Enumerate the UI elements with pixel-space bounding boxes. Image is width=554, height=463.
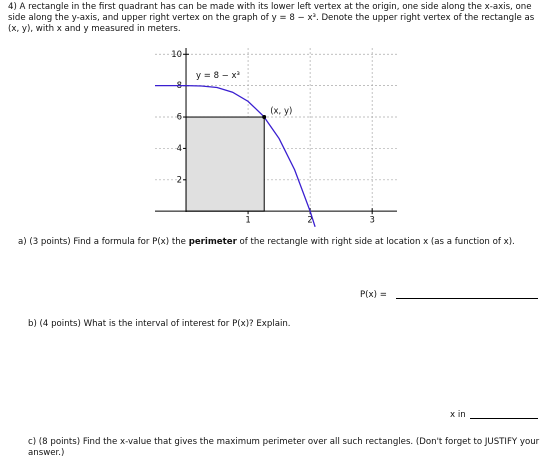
problem-text: 4) A rectangle in the first quadrant has… [8,2,535,34]
part-a: a) (3 points) Find a formula for P(x) th… [18,237,548,248]
part-b: b) (4 points) What is the interval of in… [28,319,291,329]
text: of the rectangle with right side at loca… [236,237,515,247]
x-tick-label: 2 [307,216,312,226]
point-label: (x, y) [270,107,292,117]
answer-line [470,418,538,419]
answer-line [396,298,538,299]
curve [155,85,316,228]
y-tick-label: 2 [177,175,182,185]
text: a) (3 points) Find a formula for P(x) th… [18,237,189,247]
x-tick-label: 3 [369,216,374,226]
vertex-point [262,115,267,120]
answer-label: x in [450,410,466,420]
part-c: c) (8 points) Find the x-value that give… [28,437,540,458]
y-tick-label: 6 [177,113,182,123]
emphasis: perimeter [188,237,237,247]
y-tick-label: 4 [177,144,182,154]
answer-label: P(x) = [360,290,387,300]
curve-label: y = 8 − x³ [196,71,240,81]
rectangle [185,116,265,212]
x-tick-label: 1 [245,216,250,226]
y-tick-label: 10 [171,50,182,60]
